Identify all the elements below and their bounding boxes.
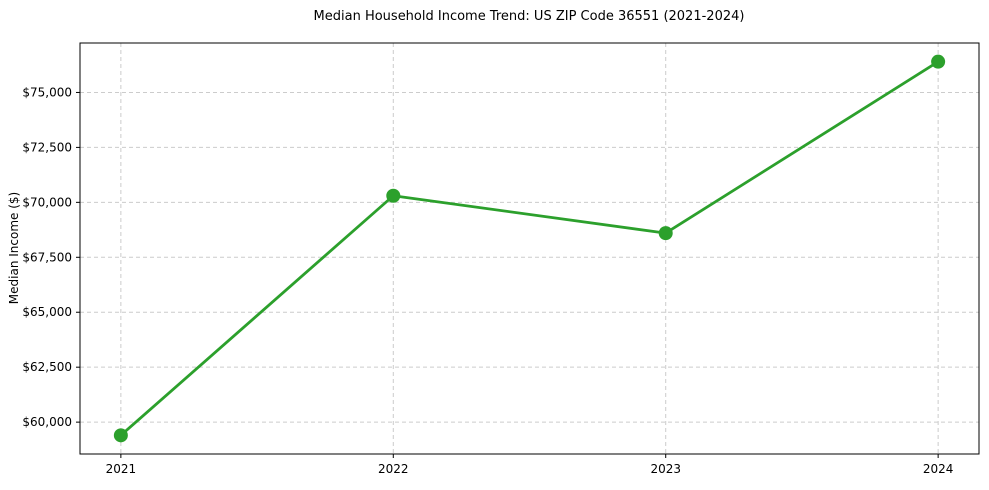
y-tick-label: $60,000 — [22, 415, 72, 429]
axis-ticks — [76, 91, 939, 458]
y-tick-label: $75,000 — [22, 85, 72, 99]
y-tick-label: $62,500 — [22, 360, 72, 374]
y-axis-label: Median Income ($) — [7, 192, 21, 304]
x-tick-label: 2023 — [650, 462, 681, 476]
data-point — [386, 188, 401, 203]
x-tick-label: 2024 — [923, 462, 954, 476]
trend-line — [119, 60, 940, 437]
y-tick-label: $67,500 — [22, 250, 72, 264]
gridlines — [80, 43, 979, 454]
data-point — [931, 54, 946, 69]
data-point — [113, 428, 128, 443]
x-tick-label: 2022 — [378, 462, 409, 476]
tick-labels: $60,000 $62,500 $65,000 $67,500 $70,000 $72,5… — [22, 85, 953, 476]
data-point — [658, 226, 673, 241]
chart-title: Median Household Income Trend: US ZIP Co… — [314, 9, 745, 24]
y-tick-label: $65,000 — [22, 305, 72, 319]
trend-line-series — [113, 54, 946, 443]
x-tick-label: 2021 — [106, 462, 137, 476]
plot-border — [79, 42, 980, 455]
y-tick-label: $70,000 — [22, 195, 72, 209]
y-tick-label: $72,500 — [22, 140, 72, 154]
